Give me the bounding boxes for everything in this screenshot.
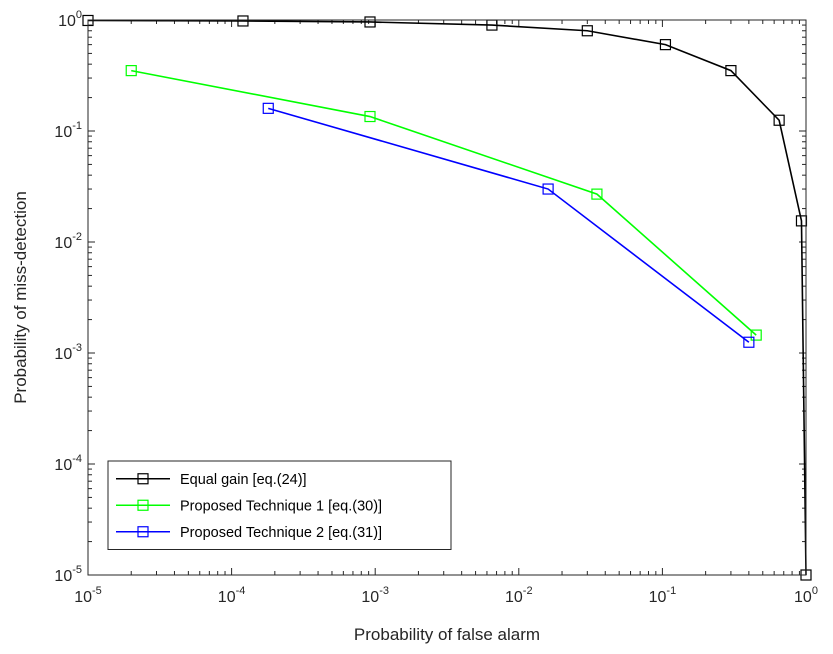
x-axis-label: Probability of false alarm <box>354 625 540 644</box>
legend-marker-swatch <box>137 499 149 511</box>
data-point-marker <box>773 114 785 126</box>
y-tick-label: 10-2 <box>54 231 82 252</box>
data-point-marker <box>750 329 762 341</box>
data-point-marker <box>659 39 672 51</box>
axis-ticks: 10-5 10-4 10-3 10-2 10-1 100 10-5 10-4 10-3 10-2 1… <box>54 9 818 606</box>
x-tick-label: 10-1 <box>649 585 677 606</box>
series-2 <box>125 65 762 341</box>
y-tick-label: 10-5 <box>54 564 82 585</box>
legend-marker-swatch <box>137 473 149 485</box>
data-point-marker <box>364 110 376 123</box>
data-point-marker <box>542 183 554 195</box>
legend: Equal gain [eq.(24)] Proposed Technique 1… <box>107 460 452 550</box>
series-line <box>268 107 750 343</box>
y-tick-label: 10-4 <box>54 453 82 474</box>
x-tick-label: 10-4 <box>218 585 246 606</box>
series-3 <box>262 102 755 348</box>
data-point-marker <box>237 15 249 27</box>
x-tick-label: 100 <box>794 585 818 606</box>
legend-item: Proposed Technique 1 [eq.(30)] <box>116 498 382 514</box>
data-point-marker <box>743 336 755 348</box>
y-axis-label: Probability of miss-detection <box>11 191 30 404</box>
plot-frame <box>87 19 807 576</box>
x-tick-label: 10-2 <box>505 585 533 606</box>
data-point-marker <box>125 65 137 77</box>
legend-label: Proposed Technique 1 [eq.(30)] <box>180 498 382 514</box>
legend-marker-swatch <box>137 526 149 538</box>
data-point-marker <box>591 188 603 200</box>
x-tick-label: 10-3 <box>361 585 389 606</box>
data-point-marker <box>581 25 593 37</box>
y-tick-label: 100 <box>58 9 82 30</box>
legend-label: Proposed Technique 2 [eq.(31)] <box>180 525 382 541</box>
data-point-marker <box>364 16 376 28</box>
y-tick-label: 10-1 <box>54 120 82 141</box>
x-tick-label: 10-5 <box>74 585 102 606</box>
legend-item: Proposed Technique 2 [eq.(31)] <box>116 525 382 541</box>
data-point-marker <box>262 102 274 114</box>
legend-item: Equal gain [eq.(24)] <box>116 472 307 488</box>
y-tick-label: 10-3 <box>54 342 82 363</box>
series-layer <box>82 14 812 581</box>
series-line <box>131 69 757 336</box>
series-line <box>87 19 807 576</box>
data-point-marker <box>725 65 737 77</box>
legend-label: Equal gain [eq.(24)] <box>180 472 307 488</box>
